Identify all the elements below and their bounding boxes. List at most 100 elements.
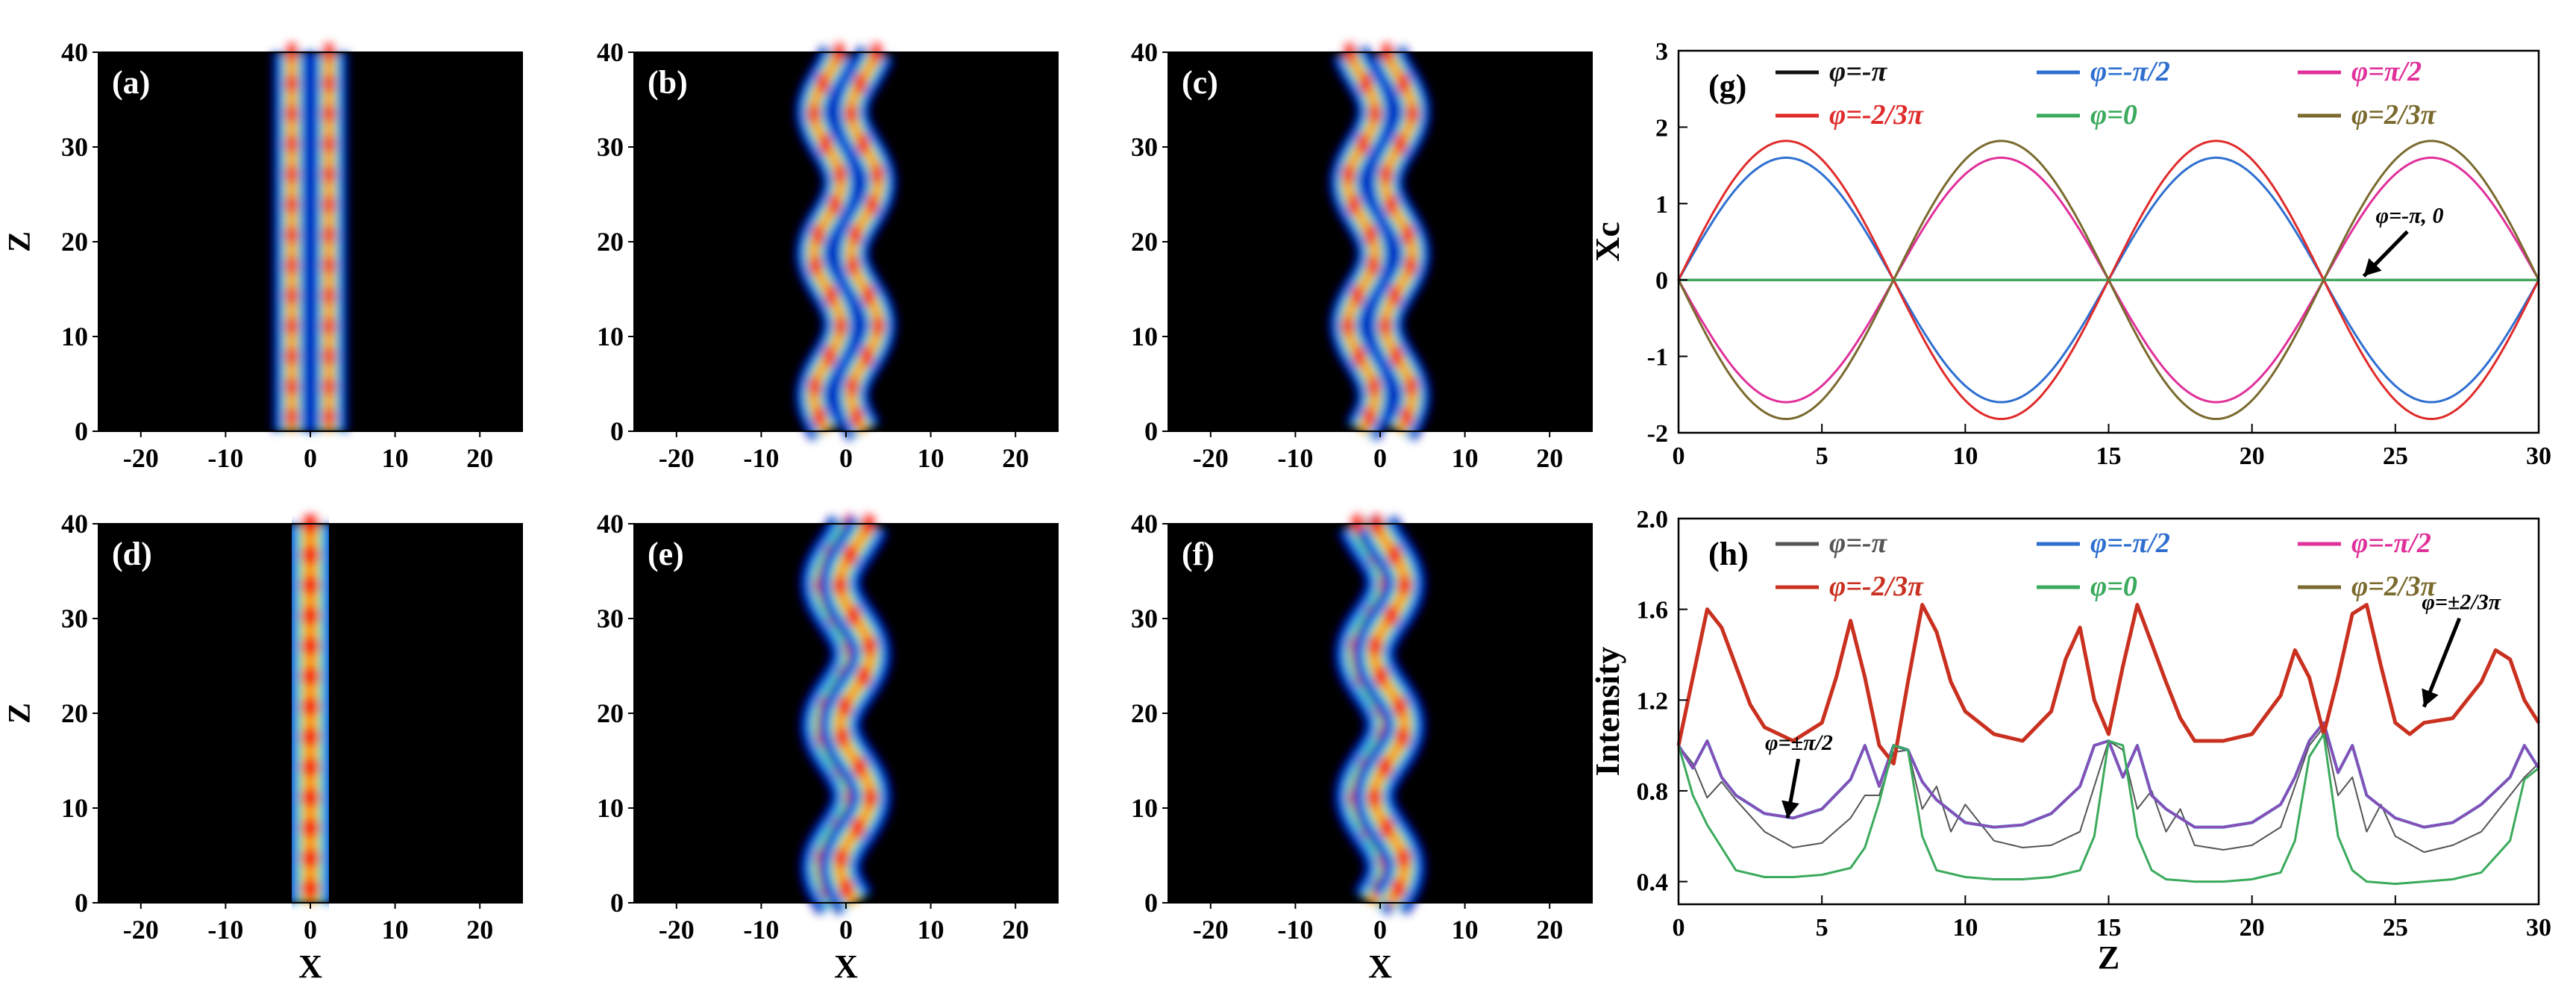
beam-hotspot [1394, 134, 1408, 155]
beam-hotspot [322, 103, 336, 125]
beam-hotspot [1405, 103, 1419, 125]
x-tick-label: 10 [382, 915, 409, 945]
heatmap-beams [800, 507, 892, 920]
beam-hotspot [1385, 194, 1398, 216]
y-tick-label: 30 [1131, 132, 1158, 162]
panel-label: (g) [1708, 68, 1746, 104]
beam-hotspot [285, 72, 298, 94]
line-panel-g: 0 5 10 15 20 25 30 -2 -1 0 1 2 3 Xc (g) φ=-π φ=-π/2 φ=π/2… [1588, 38, 2551, 470]
beam-hotspot [301, 726, 320, 748]
beam-hotspot [807, 103, 821, 125]
beam-hotspot [1391, 877, 1406, 899]
beam-hotspot [301, 696, 320, 718]
beam-hotspot [285, 316, 298, 337]
beam-hotspot [1395, 726, 1411, 748]
beam-hotspot [869, 43, 883, 64]
beam-hotspot [1359, 72, 1373, 94]
heatmap-panel-e: -20 -10 0 10 20 0 10 20 30 40 (e) X [597, 507, 1059, 985]
beam-hotspot [833, 575, 848, 596]
beam-hotspot [322, 316, 336, 337]
beam-hotspot [832, 43, 846, 64]
y-tick-label: 0 [1144, 416, 1158, 446]
panel-label: (c) [1182, 64, 1218, 101]
beam-hotspot [834, 726, 850, 748]
x-tick-label: 20 [2240, 442, 2265, 470]
x-tick-label: 0 [304, 443, 317, 473]
x-tick-label: 0 [1373, 915, 1387, 945]
x-tick-label: 20 [466, 443, 493, 473]
y-tick-label: 20 [597, 698, 624, 728]
y-tick-label: 40 [61, 37, 88, 67]
beam-hotspot [1400, 406, 1414, 428]
y-axis-label: Z [3, 703, 37, 724]
y-tick-label: 40 [1131, 37, 1158, 67]
x-tick-label: -10 [1277, 915, 1313, 945]
y-tick-label: 10 [1131, 793, 1158, 823]
x-tick-label: 0 [304, 915, 317, 945]
heatmap-panel-d: -20 -10 0 10 20 0 10 20 30 40 (d) Z X [3, 501, 523, 985]
beam-hotspot [1362, 406, 1376, 428]
beam-hotspot [1367, 376, 1381, 398]
beam-hotspot [856, 134, 870, 155]
y-tick-label: 0 [610, 416, 624, 446]
x-tick-label: 5 [1816, 442, 1828, 470]
beam-hotspot [285, 103, 298, 125]
x-tick-label: 10 [1952, 914, 1978, 942]
y-tick-label: 10 [61, 793, 88, 823]
panel-label: (b) [648, 64, 688, 101]
x-tick-label: -10 [207, 443, 243, 473]
panel-label: (f) [1182, 536, 1215, 572]
annotation: φ=±π/2 [1765, 730, 1833, 818]
beam-hotspot [322, 194, 336, 216]
x-tick-label: 20 [1536, 915, 1563, 945]
x-axis-label: X [298, 948, 322, 985]
annotation-label: φ=±π/2 [1765, 730, 1833, 755]
beam-hotspot [301, 848, 320, 869]
beam-hotspot [285, 345, 298, 367]
panel-label: (d) [112, 536, 152, 572]
beam-hotspot [811, 225, 825, 246]
y-tick-label: 2 [1655, 114, 1668, 142]
y-tick-label: -2 [1647, 420, 1668, 448]
beam-hotspot [850, 406, 864, 428]
beam-hotspot [1364, 225, 1378, 246]
beam-hotspot [809, 254, 823, 276]
beam-hotspot [865, 194, 879, 216]
beam-hotspot [1353, 345, 1366, 367]
heatmap-beams [272, 37, 348, 446]
heatmap-panel-a: -20 -10 0 10 20 0 10 20 30 40 (a) Z [3, 37, 523, 473]
beam-hotspot [860, 345, 874, 367]
beam-hotspot [1367, 787, 1382, 809]
beam-hotspot [285, 285, 298, 307]
beam-hotspot [322, 225, 336, 246]
beam-hotspot [285, 163, 298, 185]
legend-item: φ=2/3π [2298, 571, 2436, 602]
beam-hotspot [1347, 194, 1361, 216]
beam-hotspot [301, 544, 320, 566]
x-tick-label: -20 [1193, 443, 1229, 473]
beam-hotspot [823, 345, 836, 367]
beam-hotspot [285, 134, 298, 155]
y-tick-label: 0 [75, 416, 88, 446]
x-tick-label: -20 [123, 915, 159, 945]
beam-hotspot [862, 635, 877, 657]
beam-hotspot [862, 285, 875, 307]
x-axis-label: X [1368, 948, 1392, 985]
y-tick-label: 0 [1655, 267, 1668, 295]
beam-hotspot [1367, 635, 1383, 657]
beam-hotspot [1379, 163, 1393, 185]
beam-hotspot [1392, 696, 1408, 718]
beam-hotspot [1377, 757, 1393, 778]
beam-hotspot [871, 316, 885, 337]
heatmap-beams [1329, 37, 1432, 446]
y-tick-label: 30 [597, 604, 624, 633]
beam-hotspot [1397, 575, 1412, 596]
beam-hotspot [1343, 43, 1357, 64]
legend-item: φ=-π [1776, 56, 1888, 87]
x-tick-label: 0 [839, 915, 853, 945]
beam-hotspot [285, 376, 298, 398]
y-tick-label: 20 [61, 698, 88, 728]
heatmap-beams [283, 501, 338, 926]
panel-label: (a) [112, 64, 150, 101]
beam-hotspot [850, 817, 865, 839]
